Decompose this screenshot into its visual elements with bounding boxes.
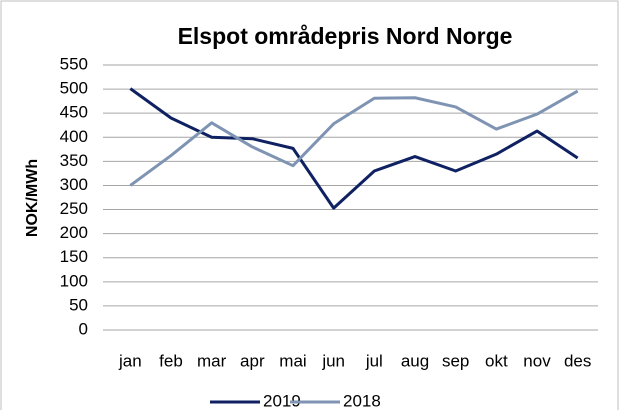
x-tick-label: apr bbox=[240, 351, 265, 370]
y-tick-label: 250 bbox=[60, 199, 88, 218]
x-tick-label: mar bbox=[197, 351, 227, 370]
legend-label: 2019 bbox=[263, 391, 301, 410]
legend-label: 2018 bbox=[343, 391, 381, 410]
x-tick-label: nov bbox=[523, 351, 551, 370]
y-tick-label: 300 bbox=[60, 175, 88, 194]
y-tick-label: 0 bbox=[79, 319, 88, 338]
y-tick-label: 150 bbox=[60, 247, 88, 266]
y-tick-label: 200 bbox=[60, 223, 88, 242]
x-tick-label: jun bbox=[321, 351, 345, 370]
x-tick-label: jul bbox=[365, 351, 383, 370]
y-tick-label: 450 bbox=[60, 103, 88, 122]
y-tick-label: 500 bbox=[60, 79, 88, 98]
chart-title: Elspot områdepris Nord Norge bbox=[178, 23, 513, 49]
y-tick-label: 100 bbox=[60, 271, 88, 290]
x-tick-label: okt bbox=[485, 351, 508, 370]
x-tick-label: feb bbox=[159, 351, 183, 370]
y-axis-label: NOK/MWh bbox=[24, 159, 41, 237]
series-line bbox=[129, 87, 579, 210]
x-tick-label: des bbox=[564, 351, 591, 370]
y-tick-label: 400 bbox=[60, 127, 88, 146]
x-tick-label: mai bbox=[279, 351, 306, 370]
y-tick-label: 350 bbox=[60, 151, 88, 170]
series-line bbox=[129, 89, 579, 187]
y-tick-label: 550 bbox=[60, 54, 88, 73]
y-tick-label: 50 bbox=[69, 295, 88, 314]
x-tick-label: sep bbox=[442, 351, 469, 370]
x-tick-label: aug bbox=[401, 351, 429, 370]
x-tick-label: jan bbox=[118, 351, 142, 370]
